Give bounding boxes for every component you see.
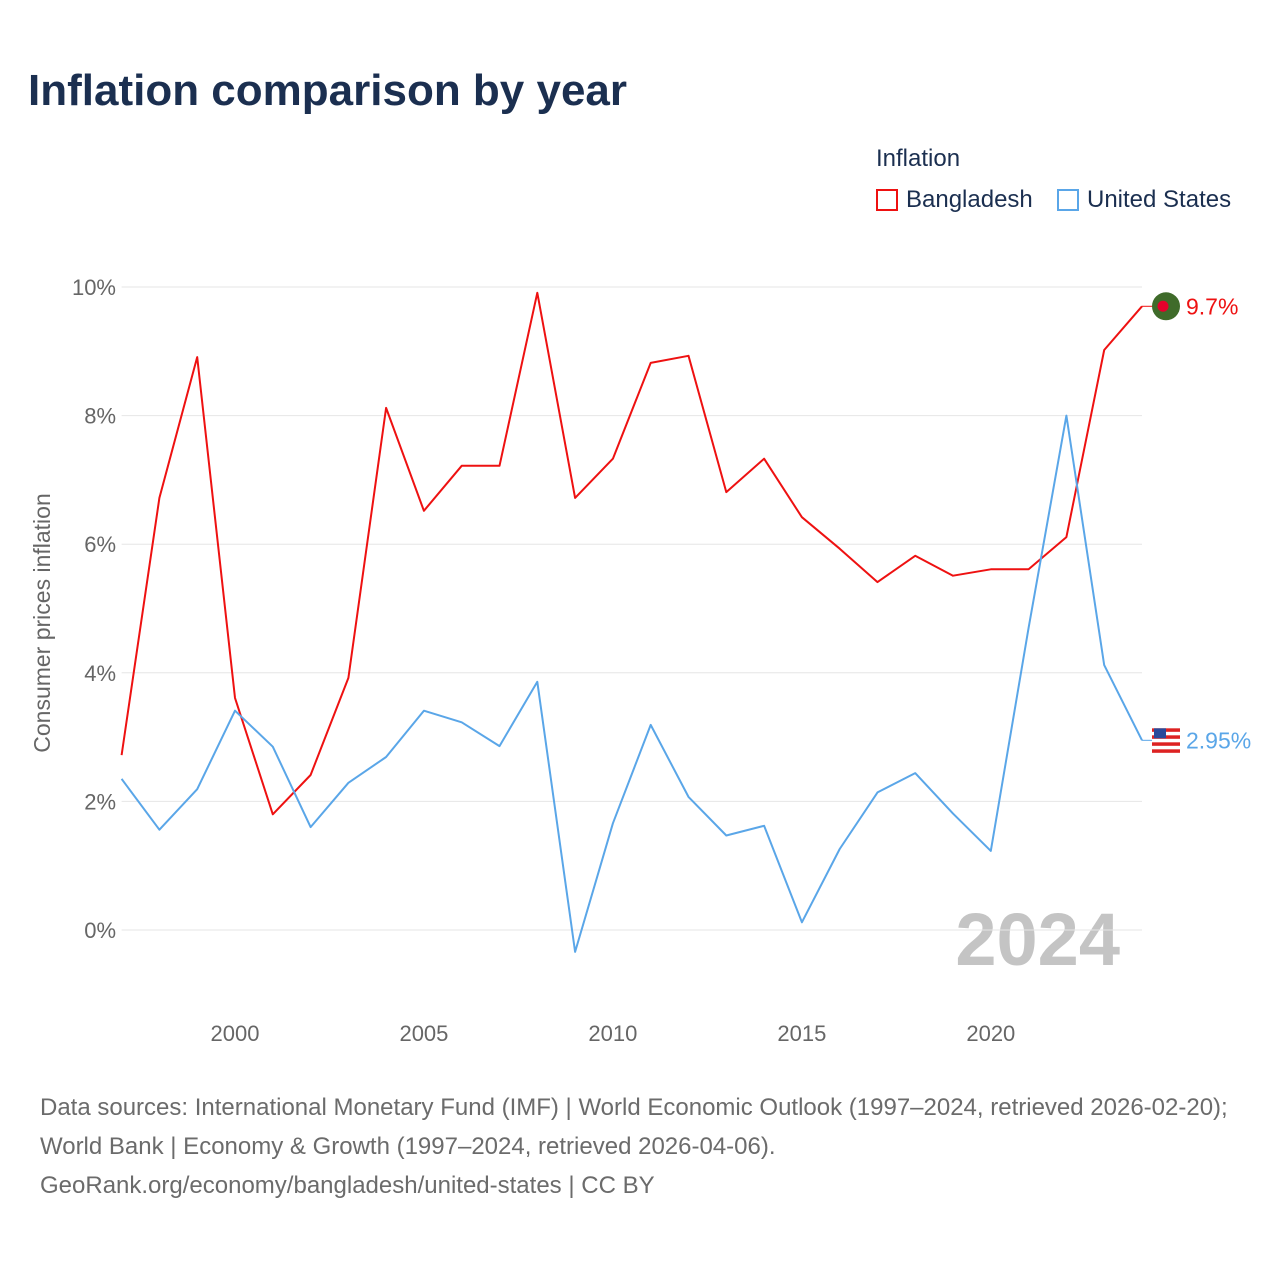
x-tick-label: 2000	[211, 1021, 260, 1046]
y-axis-label: Consumer prices inflation	[29, 493, 55, 753]
end-value-label: 2.95%	[1186, 727, 1251, 753]
x-tick-label: 2010	[588, 1021, 637, 1046]
legend-title: Inflation	[876, 145, 961, 172]
series-line-united-states	[120, 414, 1143, 953]
x-tick-label: 2015	[777, 1021, 826, 1046]
us-flag-stripe	[1152, 742, 1180, 746]
us-flag-stripe	[1152, 749, 1180, 753]
legend-item-bangladesh[interactable]: Bangladesh	[876, 186, 1033, 214]
x-tick-label: 2020	[966, 1021, 1015, 1046]
y-tick-label: 0%	[84, 918, 116, 943]
y-tick-label: 10%	[72, 275, 116, 300]
chart-title: Inflation comparison by year	[28, 66, 628, 115]
legend-item-united-states[interactable]: United States	[1057, 186, 1231, 214]
y-tick-label: 8%	[84, 404, 116, 429]
legend-label: Bangladesh	[906, 186, 1033, 213]
y-tick-label: 6%	[84, 532, 116, 557]
y-tick-label: 4%	[84, 661, 116, 686]
y-tick-label: 2%	[84, 789, 116, 814]
series-line-bangladesh	[120, 291, 1143, 816]
legend-swatch	[876, 189, 898, 211]
year-watermark: 2024	[955, 898, 1120, 981]
legend-label: United States	[1087, 186, 1232, 213]
data-sources: Data sources: International Monetary Fun…	[40, 1094, 1228, 1160]
bangladesh-flag-disc	[1157, 300, 1169, 312]
x-tick-label: 2005	[399, 1021, 448, 1046]
us-flag-canton	[1154, 728, 1166, 739]
footer: Data sources: International Monetary Fun…	[40, 1088, 1250, 1205]
legend-swatch	[1057, 189, 1079, 211]
credit-link[interactable]: GeoRank.org/economy/bangladesh/united-st…	[40, 1172, 655, 1199]
end-value-label: 9.7%	[1186, 293, 1238, 319]
